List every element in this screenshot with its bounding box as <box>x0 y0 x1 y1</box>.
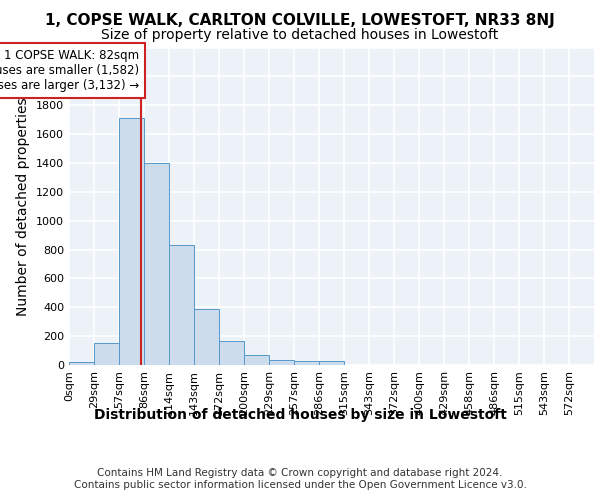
Bar <box>94 342 119 365</box>
Bar <box>119 118 144 365</box>
Bar <box>219 341 244 365</box>
Bar <box>194 310 219 365</box>
Text: Size of property relative to detached houses in Lowestoft: Size of property relative to detached ho… <box>101 28 499 42</box>
Text: Contains HM Land Registry data © Crown copyright and database right 2024.: Contains HM Land Registry data © Crown c… <box>97 468 503 477</box>
Bar <box>294 361 319 365</box>
Bar <box>319 361 344 365</box>
Bar <box>244 355 269 365</box>
Text: Contains public sector information licensed under the Open Government Licence v3: Contains public sector information licen… <box>74 480 526 490</box>
Bar <box>269 360 294 365</box>
Text: Distribution of detached houses by size in Lowestoft: Distribution of detached houses by size … <box>94 408 506 422</box>
Bar <box>69 362 94 365</box>
Text: 1 COPSE WALK: 82sqm
← 33% of detached houses are smaller (1,582)
66% of semi-det: 1 COPSE WALK: 82sqm ← 33% of detached ho… <box>0 49 139 92</box>
Bar <box>144 163 169 365</box>
Text: 1, COPSE WALK, CARLTON COLVILLE, LOWESTOFT, NR33 8NJ: 1, COPSE WALK, CARLTON COLVILLE, LOWESTO… <box>45 12 555 28</box>
Y-axis label: Number of detached properties: Number of detached properties <box>16 97 31 316</box>
Bar <box>169 245 194 365</box>
